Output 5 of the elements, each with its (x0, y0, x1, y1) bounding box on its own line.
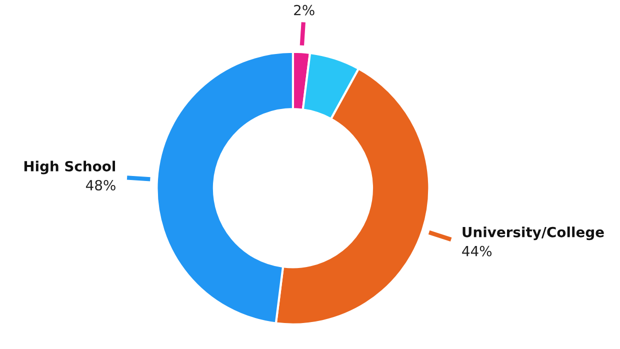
data-label: 44% (462, 246, 492, 256)
slice-label: University/College (462, 226, 604, 240)
slice-label: High School (24, 160, 116, 174)
data-label: 2% (294, 4, 314, 16)
data-label: 48% (86, 180, 116, 190)
